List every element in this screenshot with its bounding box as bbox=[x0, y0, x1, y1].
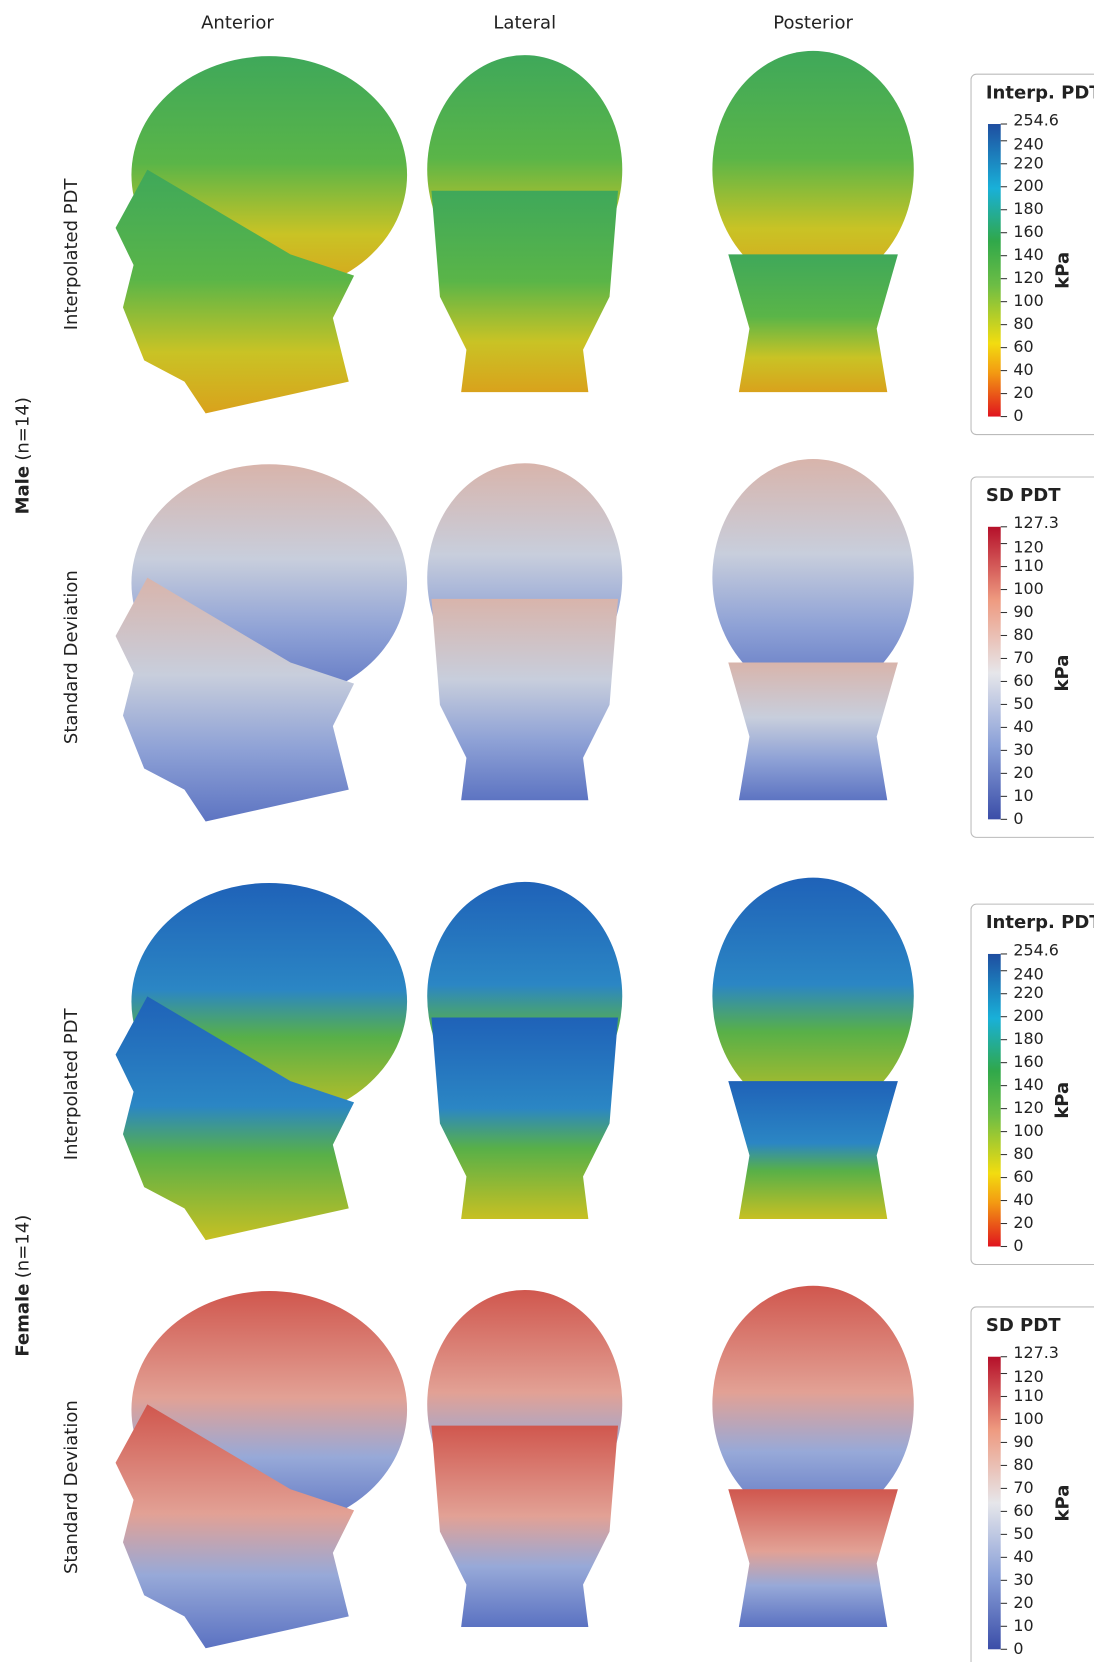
colorbar-tick-label: 140 bbox=[1013, 1075, 1043, 1094]
colorbar-tick-label: 50 bbox=[1013, 694, 1033, 713]
colorbar-tick-label: 70 bbox=[1013, 1478, 1033, 1497]
column-header: Posterior bbox=[773, 12, 853, 33]
colorbar-tick-label: 0 bbox=[1013, 1639, 1023, 1658]
row-label: Standard Deviation bbox=[61, 570, 82, 744]
colorbar-max-label: 254.6 bbox=[1013, 110, 1059, 129]
colorbar-tick-label: 40 bbox=[1013, 360, 1033, 379]
colorbar-tick-label: 20 bbox=[1013, 383, 1033, 402]
head bbox=[115, 464, 408, 822]
colorbar-tick-label: 220 bbox=[1013, 983, 1043, 1002]
colorbar-tick-label: 180 bbox=[1013, 199, 1043, 218]
column-header: Lateral bbox=[493, 12, 556, 33]
colorbar-tick-label: 100 bbox=[1013, 1409, 1043, 1428]
colorbar-tick-label: 80 bbox=[1013, 1455, 1033, 1474]
colorbar-tick-label: 0 bbox=[1013, 809, 1023, 828]
legend-title: SD PDT bbox=[986, 1315, 1061, 1336]
colorbar-tick-label: 60 bbox=[1013, 1501, 1033, 1520]
column-header: Anterior bbox=[201, 12, 274, 33]
colorbar-tick-label: 60 bbox=[1013, 671, 1033, 690]
group-name: Female bbox=[12, 1284, 33, 1357]
colorbar-tick-label: 30 bbox=[1013, 740, 1033, 759]
colorbar-tick-label: 50 bbox=[1013, 1524, 1033, 1543]
group-n: (n=14) bbox=[12, 1215, 33, 1278]
legend-title: Interp. PDT bbox=[986, 912, 1094, 933]
head-renderings bbox=[115, 50, 914, 1649]
head bbox=[427, 1289, 623, 1628]
colorbar-tick-label: 20 bbox=[1013, 763, 1033, 782]
colorbar-tick-label: 60 bbox=[1013, 337, 1033, 356]
colorbar-max-label: 127.3 bbox=[1013, 1343, 1059, 1362]
head bbox=[115, 56, 408, 414]
colorbar-tick-label: 160 bbox=[1013, 222, 1043, 241]
colorbar-tick-label: 90 bbox=[1013, 1432, 1033, 1451]
colorbar bbox=[987, 124, 1001, 417]
colorbar-tick-label: 100 bbox=[1013, 291, 1043, 310]
head bbox=[427, 881, 623, 1219]
colorbar bbox=[987, 1356, 1001, 1650]
colorbar-tick-label: 80 bbox=[1013, 625, 1033, 644]
legend-title: Interp. PDT bbox=[986, 82, 1094, 103]
colorbar-unit: kPa bbox=[1052, 1082, 1073, 1119]
colorbar-max-label: 254.6 bbox=[1013, 940, 1059, 959]
head bbox=[712, 1285, 914, 1628]
group-n: (n=14) bbox=[12, 397, 33, 460]
colorbar-tick-label: 120 bbox=[1013, 1098, 1043, 1117]
colorbar-tick-label: 0 bbox=[1013, 1236, 1023, 1255]
colorbar-unit: kPa bbox=[1052, 655, 1073, 692]
colorbar-max-label: 127.3 bbox=[1013, 513, 1059, 532]
colorbar-tick-label: 60 bbox=[1013, 1167, 1033, 1186]
colorbar bbox=[987, 953, 1001, 1247]
head bbox=[115, 1291, 408, 1649]
colorbar-tick-label: 140 bbox=[1013, 245, 1043, 264]
colorbar-tick-label: 200 bbox=[1013, 176, 1043, 195]
colorbar-tick-label: 220 bbox=[1013, 153, 1043, 172]
group-label: Male (n=14) bbox=[12, 397, 33, 514]
legend-box bbox=[970, 1306, 1094, 1662]
colorbar-tick-label: 90 bbox=[1013, 602, 1033, 621]
labels: Anterior Lateral Posterior Male (n=14) Interp… bbox=[12, 12, 1094, 1662]
row-label: Interpolated PDT bbox=[61, 177, 82, 330]
group-name: Male bbox=[12, 466, 33, 514]
group-label: Female (n=14) bbox=[12, 1215, 33, 1357]
row-label: Interpolated PDT bbox=[61, 1007, 82, 1160]
colorbar-tick-label: 20 bbox=[1013, 1213, 1033, 1232]
head bbox=[427, 463, 623, 801]
colorbar-tick-label: 40 bbox=[1013, 1190, 1033, 1209]
head bbox=[712, 50, 914, 393]
row-label: Standard Deviation bbox=[61, 1400, 82, 1574]
colorbar-tick-label: 240 bbox=[1013, 964, 1043, 983]
colorbar-tick-label: 110 bbox=[1013, 556, 1043, 575]
colorbar-tick-label: 80 bbox=[1013, 314, 1033, 333]
colorbar-tick-label: 10 bbox=[1013, 786, 1033, 805]
legend-title: SD PDT bbox=[986, 485, 1061, 506]
colorbar-tick-label: 120 bbox=[1013, 1367, 1043, 1386]
head bbox=[712, 877, 914, 1219]
colorbar-unit: kPa bbox=[1052, 252, 1073, 289]
colorbar-tick-label: 80 bbox=[1013, 1144, 1033, 1163]
colorbar-tick-label: 200 bbox=[1013, 1006, 1043, 1025]
colorbar-tick-label: 70 bbox=[1013, 648, 1033, 667]
colorbar-tick-label: 30 bbox=[1013, 1570, 1033, 1589]
colorbar-tick-label: 10 bbox=[1013, 1616, 1033, 1635]
head bbox=[115, 882, 408, 1241]
colorbar-tick-label: 120 bbox=[1013, 268, 1043, 287]
colorbar-tick-label: 110 bbox=[1013, 1386, 1043, 1405]
head bbox=[427, 55, 623, 393]
colorbar-tick-label: 160 bbox=[1013, 1052, 1043, 1071]
colorbar bbox=[987, 526, 1001, 820]
colorbar-tick-label: 180 bbox=[1013, 1029, 1043, 1048]
colorbar-tick-label: 40 bbox=[1013, 717, 1033, 736]
colorbar-tick-label: 40 bbox=[1013, 1547, 1033, 1566]
head bbox=[712, 458, 914, 801]
colorbar-tick-label: 20 bbox=[1013, 1593, 1033, 1612]
colorbar-tick-label: 0 bbox=[1013, 406, 1023, 425]
colorbar-tick-label: 100 bbox=[1013, 579, 1043, 598]
colorbar-unit: kPa bbox=[1052, 1485, 1073, 1522]
colorbar-tick-label: 240 bbox=[1013, 135, 1043, 154]
colorbar-tick-label: 120 bbox=[1013, 537, 1043, 556]
colorbar-tick-label: 100 bbox=[1013, 1121, 1043, 1140]
